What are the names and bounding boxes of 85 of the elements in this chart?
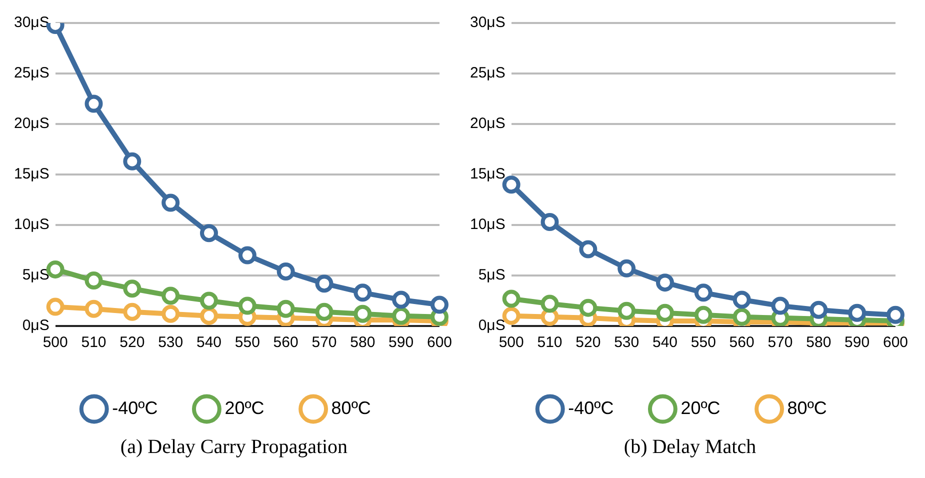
x-tick-label: 510	[81, 334, 106, 352]
point	[84, 272, 103, 290]
text: (a) Delay Carry Propagation	[120, 436, 348, 459]
point	[579, 298, 598, 317]
point	[276, 262, 295, 280]
point	[430, 296, 448, 314]
x-tick-label: 500	[42, 334, 68, 352]
y-tick-label: 20μS	[14, 115, 50, 132]
y-tick-label: 10μS	[14, 216, 50, 234]
point	[84, 300, 103, 318]
x-tick-label: 590	[388, 334, 414, 352]
x-tick-label: 530	[158, 334, 184, 352]
y-tick-label: 10μS	[470, 216, 506, 234]
y-tick-label: 0μS	[22, 317, 50, 334]
x-tick-label: 580	[806, 334, 832, 352]
point	[46, 298, 64, 316]
x-tick-label: 570	[768, 334, 793, 352]
x-tick-label: 560	[273, 334, 298, 352]
y-tick-label: 20μS	[470, 115, 506, 132]
x-tick-label: 520	[576, 334, 601, 352]
y-tick-label: 30μS	[470, 14, 506, 32]
point	[354, 284, 372, 302]
point	[200, 224, 218, 242]
point	[771, 296, 790, 315]
point	[123, 302, 142, 321]
y-tick-label: 15μS	[470, 166, 506, 183]
x-tick-label: 500	[498, 334, 524, 352]
legend-label: 20ºC	[224, 398, 264, 418]
point	[579, 240, 598, 258]
x-tick-label: 560	[729, 334, 754, 352]
point	[656, 274, 674, 292]
legend-label: -40ºC	[568, 398, 614, 418]
x-tick-label: 590	[844, 334, 870, 352]
point	[540, 212, 559, 231]
x-tick-label: 580	[350, 334, 376, 352]
point	[200, 292, 218, 310]
point	[392, 290, 410, 309]
x-tick-label: 510	[537, 334, 562, 352]
x-tick-label: 570	[312, 334, 337, 352]
x-tick-label: 600	[426, 334, 452, 352]
x-tick-label: 600	[882, 334, 908, 352]
x-tick-label: 550	[690, 334, 716, 352]
point	[200, 306, 218, 325]
y-tick-label: 30μS	[14, 14, 50, 32]
point	[502, 290, 520, 308]
point	[656, 304, 674, 322]
legend-label: 80ºC	[331, 398, 371, 418]
point	[315, 302, 334, 321]
point	[732, 290, 751, 309]
point	[848, 304, 866, 322]
x-tick-label: 540	[652, 334, 678, 352]
x-tick-label: 550	[234, 334, 260, 352]
x-tick-label: 540	[196, 334, 222, 352]
y-tick-label: 5μS	[22, 266, 50, 284]
point	[238, 296, 256, 315]
point	[162, 194, 180, 212]
point	[84, 94, 103, 113]
point	[162, 286, 180, 305]
x-tick-label: 520	[120, 334, 145, 352]
point	[694, 306, 712, 324]
point	[694, 284, 712, 302]
point	[238, 246, 256, 264]
point	[123, 280, 142, 298]
point	[392, 306, 410, 325]
point	[276, 300, 295, 318]
y-tick-label: 25μS	[470, 64, 506, 82]
legend-label: 20ºC	[680, 398, 720, 418]
y-tick-label: 15μS	[14, 166, 50, 183]
point	[540, 294, 559, 313]
y-tick-label: 25μS	[14, 64, 50, 82]
point	[123, 152, 142, 170]
legend-label: -40ºC	[112, 398, 158, 418]
text: (b) Delay Match	[624, 436, 756, 459]
point	[732, 308, 751, 326]
y-tick-label: 5μS	[478, 266, 506, 284]
legend-label: 80ºC	[787, 398, 827, 418]
point	[810, 300, 828, 319]
point	[354, 304, 372, 323]
point	[618, 259, 636, 278]
point	[618, 302, 636, 320]
point	[162, 304, 180, 323]
point	[315, 274, 334, 293]
y-tick-label: 0μS	[478, 317, 506, 334]
x-tick-label: 530	[614, 334, 640, 352]
point	[886, 306, 904, 324]
